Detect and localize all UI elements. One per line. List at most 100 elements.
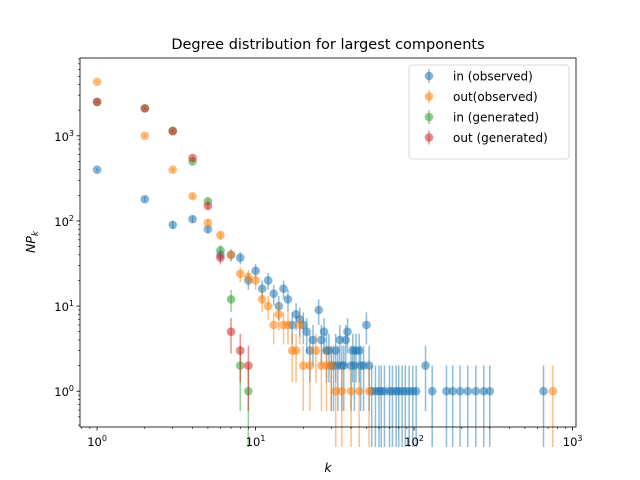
data-point: [314, 305, 323, 315]
data-point: [92, 97, 102, 107]
legend-marker: [424, 133, 434, 142]
data-point: [226, 295, 236, 304]
data-point: [140, 194, 150, 204]
data-point: [326, 361, 336, 370]
series-2: [92, 97, 253, 447]
data-point: [337, 386, 347, 396]
data-point: [362, 320, 371, 330]
legend-item: in (observed): [424, 69, 533, 84]
data-point: [216, 246, 225, 255]
data-point: [463, 386, 473, 396]
data-point: [235, 269, 245, 279]
series-1: [92, 77, 558, 447]
data-point: [203, 218, 213, 228]
data-point: [244, 361, 253, 370]
data-point: [203, 224, 213, 234]
data-point: [226, 250, 236, 260]
y-axis-label-main: NP: [23, 236, 38, 253]
data-point: [168, 165, 178, 174]
data-point: [427, 386, 437, 396]
legend-marker: [424, 71, 434, 81]
data-point: [269, 320, 278, 330]
data-point: [226, 327, 236, 337]
data-point: [539, 386, 548, 396]
legend-label: in (generated): [453, 111, 539, 125]
data-point: [235, 253, 245, 263]
data-point: [140, 131, 150, 141]
data-point: [263, 301, 273, 311]
data-point: [140, 104, 150, 113]
data-point: [92, 77, 102, 87]
data-point: [471, 386, 481, 396]
data-point: [302, 327, 311, 337]
legend-label: out(observed): [453, 90, 538, 104]
data-point: [346, 386, 356, 396]
legend-item: in (generated): [424, 110, 539, 125]
data-point: [244, 272, 253, 282]
data-point: [257, 284, 267, 294]
data-point: [411, 386, 421, 396]
data-point: [308, 335, 318, 345]
legend-label: in (observed): [453, 70, 533, 84]
data-point: [279, 284, 288, 294]
data-point: [216, 230, 225, 240]
legend-marker: [424, 92, 434, 101]
data-point: [92, 165, 102, 174]
y-tick-label: 103: [54, 129, 74, 144]
data-point: [269, 289, 278, 298]
legend: in (observed) out(observed) in (generated)…: [408, 64, 570, 160]
data-point: [455, 386, 465, 396]
legend-marker: [424, 112, 434, 122]
axis-ticks: 100 101 102 103 100 101 102 103: [54, 58, 583, 449]
y-axis-label: NPk: [23, 230, 41, 253]
data-point: [168, 126, 178, 136]
data-point: [188, 214, 197, 224]
series-0: [92, 165, 548, 447]
data-point: [442, 386, 451, 396]
series-3: [92, 97, 253, 411]
data-point: [295, 320, 305, 330]
data-point: [188, 191, 197, 201]
data-point: [331, 386, 340, 396]
data-point: [354, 346, 364, 355]
data-point: [216, 253, 225, 263]
data-point: [448, 386, 457, 396]
data-point: [283, 295, 293, 304]
data-point: [421, 361, 430, 370]
data-point: [263, 276, 273, 285]
y-axis-label-subscript: k: [31, 230, 41, 236]
data-point: [188, 153, 197, 163]
x-tick-label: 102: [404, 434, 424, 449]
data-point: [283, 320, 293, 330]
data-point: [235, 346, 245, 355]
data-point: [485, 386, 495, 396]
data-point: [299, 361, 308, 370]
data-point: [305, 361, 315, 370]
data-point: [364, 386, 374, 396]
y-tick-label: 100: [54, 384, 74, 399]
x-tick-label: 101: [246, 434, 266, 449]
data-point: [257, 295, 267, 304]
data-point: [251, 276, 260, 285]
legend-item: out(observed): [424, 89, 538, 104]
data-point: [291, 346, 301, 355]
legend-item: out (generated): [424, 130, 548, 145]
data-point: [343, 327, 352, 337]
data-point: [311, 346, 321, 355]
data-point: [331, 346, 340, 355]
data-point: [274, 310, 284, 319]
data-points-layer: [92, 77, 558, 447]
data-point: [548, 386, 558, 396]
plot-frame: [79, 57, 577, 428]
legend-box: [408, 64, 570, 160]
data-point: [203, 201, 213, 211]
y-tick-label: 102: [54, 214, 74, 229]
legend-label: out (generated): [453, 131, 548, 145]
data-point: [479, 386, 489, 396]
x-axis-label: k: [324, 460, 332, 475]
y-tick-label: 101: [54, 299, 74, 314]
chart-title: Degree distribution for largest componen…: [171, 37, 484, 53]
x-tick-label: 100: [87, 434, 107, 449]
data-point: [168, 220, 178, 230]
